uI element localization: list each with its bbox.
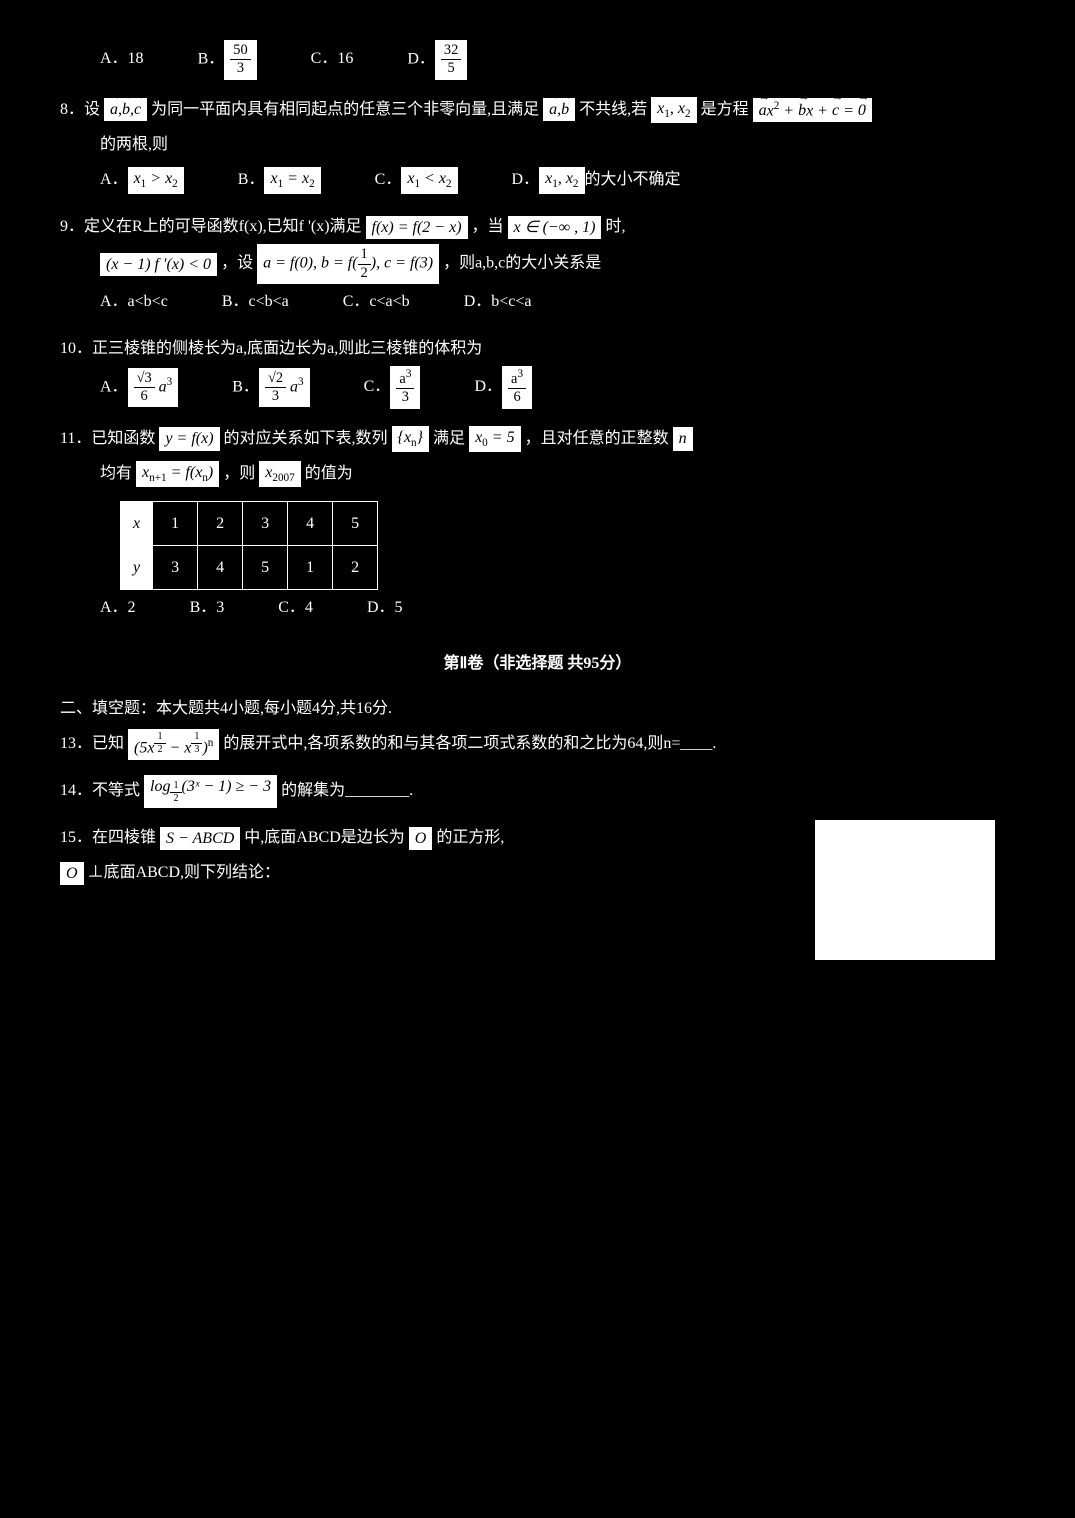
q11-options: A．2 B．3 C．4 D．5 (60, 590, 1015, 625)
q11: 11．已知函数 y = f(x) 的对应关系如下表,数列 {xn} 满足 x0 … (60, 421, 1015, 626)
q8-text2: 不共线,若 (579, 101, 647, 118)
q11-box2: {xn} (392, 426, 430, 453)
table-row-x: x 1 2 3 4 5 (121, 501, 378, 545)
q8-line2: 的两根,则 (60, 127, 1015, 162)
q9-box3: (x − 1) f ′(x) < 0 (100, 253, 217, 276)
q8-text3-inline: 是方程 (701, 101, 749, 118)
q16-boxO: O (60, 862, 84, 885)
q14: 14．不等式 log12(3ˣ − 1) ≥ − 3 的解集为________. (60, 773, 1015, 808)
q9-box4: a = f(0), b = f(12), c = f(3) (257, 244, 439, 284)
q11-box4: n (673, 427, 693, 450)
q15: 15．在四棱锥 S − ABCD 中,底面ABCD是边长为 O 的正方形, O … (60, 820, 1015, 890)
q9-box1: f(x) = f(2 − x) (366, 216, 468, 239)
q11-num: 11．已知函数 (60, 430, 155, 447)
q11-box5: xn+1 = f(xn) (136, 461, 219, 488)
q10-options: A．√36 a3 B．√23 a3 C．a33 D．a36 (60, 366, 1015, 408)
q15-box2: O (409, 827, 433, 850)
section2-title: 第Ⅱ卷（非选择题 共95分） (60, 646, 1015, 681)
q7-optA: A．18 (100, 41, 144, 76)
q15-box1: S − ABCD (160, 827, 240, 850)
q9-options: A．a<b<c B．c<b<a C．c<a<b D．b<c<a (60, 284, 1015, 319)
table-row-y: y 3 4 5 1 2 (121, 546, 378, 590)
q11-box1: y = f(x) (159, 427, 219, 450)
q9-num: 9．定义在R上的可导函数f(x),已知f '(x)满足 (60, 218, 362, 235)
q13: 13．已知 (5x12 − x13)n 的展开式中,各项系数的和与其各项二项式系… (60, 726, 1015, 761)
section2-subtitle: 二、填空题：本大题共4小题,每小题4分,共16分. (60, 691, 1015, 726)
q11-table: x 1 2 3 4 5 y 3 4 5 1 2 (120, 501, 1015, 590)
q8-text1: 为同一平面内具有相同起点的任意三个非零向量,且满足 (151, 101, 539, 118)
q7-optC: C．16 (311, 41, 354, 76)
q10: 10．正三棱锥的侧棱长为a,底面边长为a,则此三棱锥的体积为 A．√36 a3 … (60, 331, 1015, 409)
q8: 8．设 a,b,c 为同一平面内具有相同起点的任意三个非零向量,且满足 a,b … (60, 92, 1015, 198)
q9: 9．定义在R上的可导函数f(x),已知f '(x)满足 f(x) = f(2 −… (60, 209, 1015, 319)
figure-placeholder (815, 820, 995, 960)
q7-optB: B．503 (198, 40, 257, 80)
q9-box2: x ∈ (−∞ , 1) (508, 216, 602, 239)
q7-options: A．18 B．503 C．16 D．325 (60, 40, 1015, 80)
q7-optD: D．325 (407, 40, 467, 80)
q10-num: 10．正三棱锥的侧棱长为a,底面边长为a,则此三棱锥的体积为 (60, 340, 482, 357)
q11-box6: x2007 (259, 461, 300, 488)
q14-box1: log12(3ˣ − 1) ≥ − 3 (144, 775, 277, 807)
q8-options: A．x1 > x2 B．x1 = x2 C．x1 < x2 D．x1, x2的大… (60, 162, 1015, 197)
q13-box1: (5x12 − x13)n (128, 729, 219, 760)
q8-num: 8．设 (60, 101, 100, 118)
q16-text: ⊥底面ABCD,则下列结论： (88, 864, 280, 881)
q11-box3: x0 = 5 (469, 426, 521, 453)
